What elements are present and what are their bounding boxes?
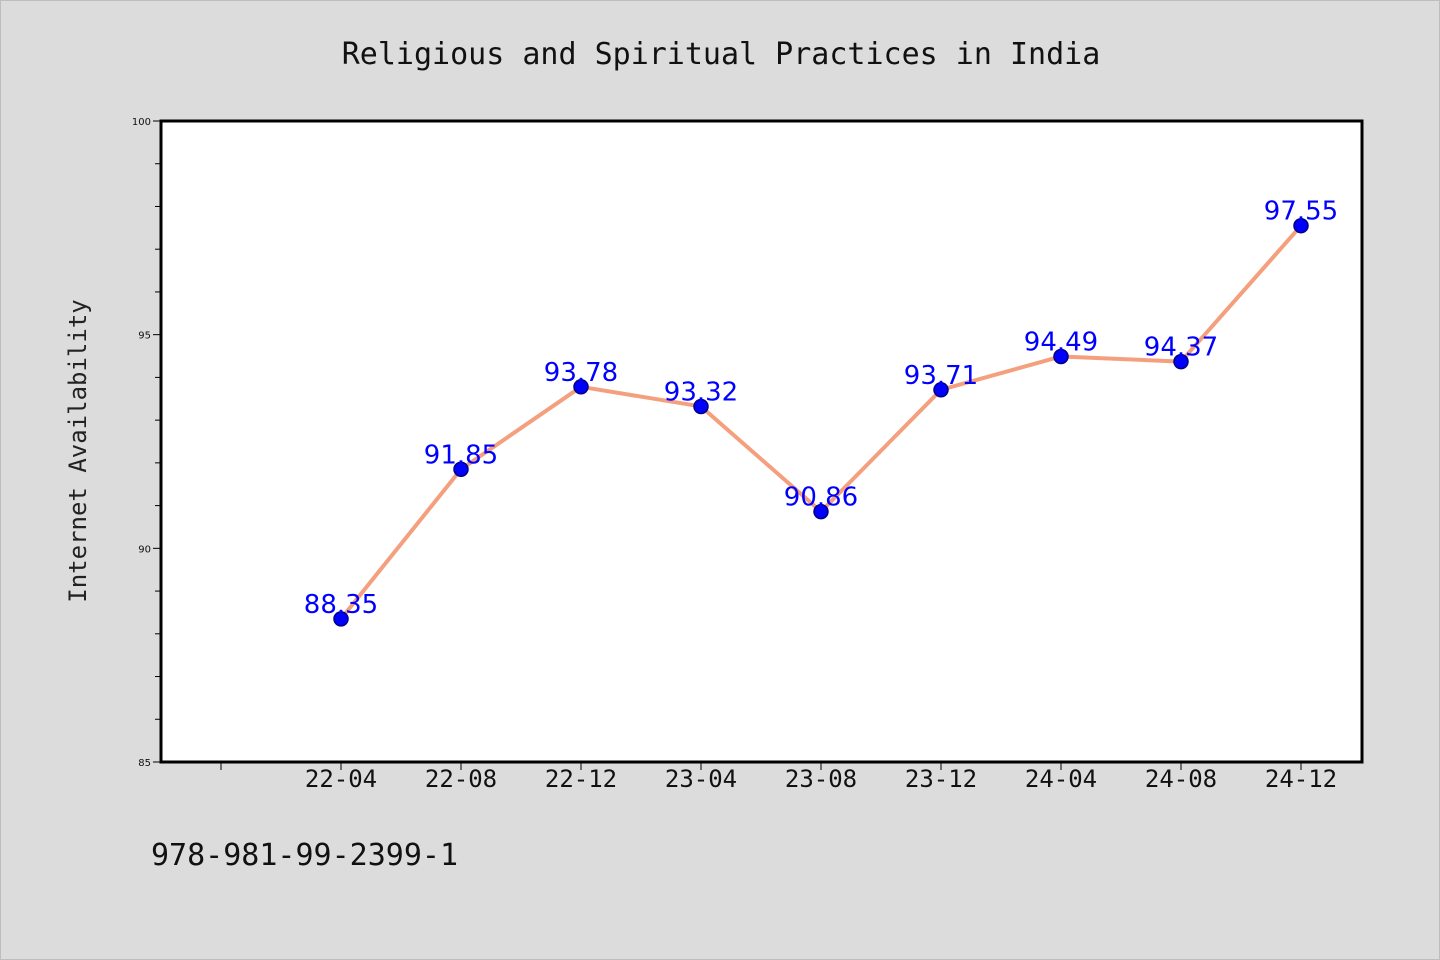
x-tick-label: 22-04 — [305, 765, 377, 793]
chart-title: Religious and Spiritual Practices in Ind… — [342, 37, 1101, 72]
data-point-marker — [453, 461, 469, 478]
plot-area — [159, 119, 1364, 764]
data-label: 97.55 — [1264, 197, 1338, 227]
y-tick-label: 95 — [138, 331, 151, 342]
footer-isbn: 978-981-99-2399-1 — [151, 838, 458, 873]
x-tick-label: 22-08 — [425, 765, 497, 793]
x-axis-ticks: 22-04 22-08 22-12 23-04 23-08 23-12 24-04 24-08… — [220, 762, 1337, 793]
y-tick-label: 100 — [132, 117, 151, 128]
data-label: 88.35 — [304, 590, 378, 620]
x-tick-label: 24-12 — [1265, 765, 1337, 793]
data-point-marker — [1053, 348, 1069, 365]
data-label: 93.32 — [664, 377, 738, 407]
x-tick-label: 23-08 — [785, 765, 857, 793]
x-tick-label: 24-04 — [1025, 765, 1097, 793]
series-markers — [333, 217, 1309, 627]
x-tick-label: 24-08 — [1145, 765, 1217, 793]
data-point-marker — [573, 379, 589, 395]
data-label: 93.78 — [544, 358, 618, 388]
x-tick-label: 22-12 — [545, 765, 617, 793]
y-axis-ticks: 85 90 95 100 — [132, 117, 161, 769]
data-point-marker — [1173, 353, 1189, 370]
data-point-marker — [1293, 217, 1309, 234]
data-label: 91.85 — [424, 440, 498, 470]
data-label: 94.49 — [1024, 327, 1098, 357]
data-label: 90.86 — [784, 483, 858, 513]
data-point-marker — [813, 503, 829, 520]
data-point-marker — [933, 382, 949, 398]
data-label: 93.71 — [904, 361, 978, 391]
data-labels: 88.35 91.85 93.78 93.32 90.86 93.71 94.49 94.37… — [304, 197, 1338, 620]
data-label: 94.37 — [1144, 333, 1218, 363]
x-tick-label: 23-04 — [665, 765, 737, 793]
y-tick-label: 85 — [138, 758, 151, 769]
x-tick-label: 23-12 — [905, 765, 977, 793]
y-axis-label: Internet Availability — [64, 299, 92, 602]
y-tick-label: 90 — [138, 544, 151, 555]
data-point-marker — [333, 611, 349, 627]
data-point-marker — [693, 398, 709, 415]
